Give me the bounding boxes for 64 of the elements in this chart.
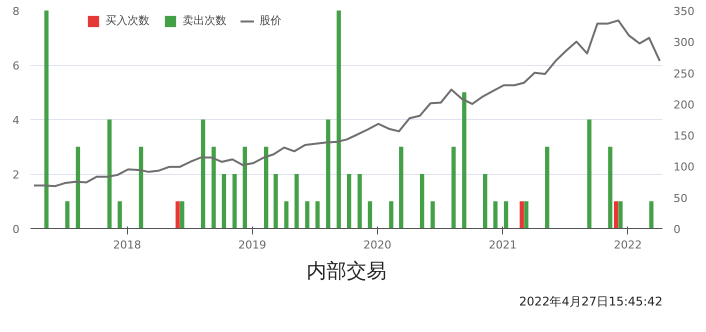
legend-label: 卖出次数 (182, 13, 226, 28)
y-tick-label: 0 (12, 223, 20, 236)
bar (493, 201, 498, 228)
legend-label: 股价 (259, 13, 282, 28)
bar (614, 201, 618, 228)
bar (294, 174, 299, 228)
bar (44, 10, 49, 228)
y-tick-label: 4 (12, 114, 20, 127)
bar (483, 174, 488, 228)
y-tick-label: 2 (12, 168, 20, 182)
bar (430, 201, 435, 228)
bar (274, 174, 278, 228)
bar (242, 146, 247, 228)
y-tick-label: 6 (12, 60, 20, 72)
bar (76, 146, 80, 228)
bar (180, 201, 184, 228)
x-tick-label: 2018 (113, 238, 142, 252)
bar (336, 10, 341, 228)
bar (200, 120, 206, 228)
bar (358, 174, 362, 228)
bar (315, 201, 320, 228)
bar (451, 146, 456, 228)
text: 2022年4月27日15:45:42 (519, 294, 663, 308)
bar (264, 146, 268, 228)
bar (649, 201, 654, 228)
bar (420, 174, 424, 228)
bar (608, 146, 612, 228)
bar (118, 201, 122, 228)
legend-label: 买入次数 (105, 13, 150, 28)
bar (212, 146, 216, 228)
bar (368, 201, 372, 228)
bar (389, 201, 394, 228)
bar (176, 201, 180, 228)
bar (587, 120, 592, 228)
bar (545, 146, 550, 228)
text: 内部交易 (306, 258, 386, 282)
x-tick-label: 2021 (488, 238, 517, 252)
bar (504, 201, 508, 228)
y2-tick-label: 200 (674, 98, 694, 112)
y2-tick-label: 100 (674, 160, 694, 174)
bar (222, 174, 226, 228)
bar (326, 120, 330, 228)
bar (462, 92, 466, 228)
y2-tick-label: 0 (674, 223, 680, 236)
bar (138, 146, 144, 228)
bar (618, 201, 623, 228)
x-tick-label: 2022 (614, 238, 642, 252)
y-tick-label: 8 (12, 5, 20, 18)
y2-tick-label: 250 (674, 67, 694, 80)
y2-tick-label: 350 (674, 5, 694, 18)
bar (305, 201, 310, 228)
bar (107, 120, 112, 228)
bar (232, 174, 237, 228)
x-tick-label: 2019 (238, 238, 266, 252)
bar (346, 174, 352, 228)
x-tick-label: 2020 (363, 238, 392, 252)
bar (520, 201, 524, 228)
y2-tick-label: 150 (674, 130, 694, 143)
bar (524, 201, 528, 228)
y2-tick-label: 300 (674, 36, 694, 50)
bar (284, 201, 288, 228)
bar (399, 146, 404, 228)
bar (65, 201, 70, 228)
y2-tick-label: 50 (674, 192, 688, 205)
